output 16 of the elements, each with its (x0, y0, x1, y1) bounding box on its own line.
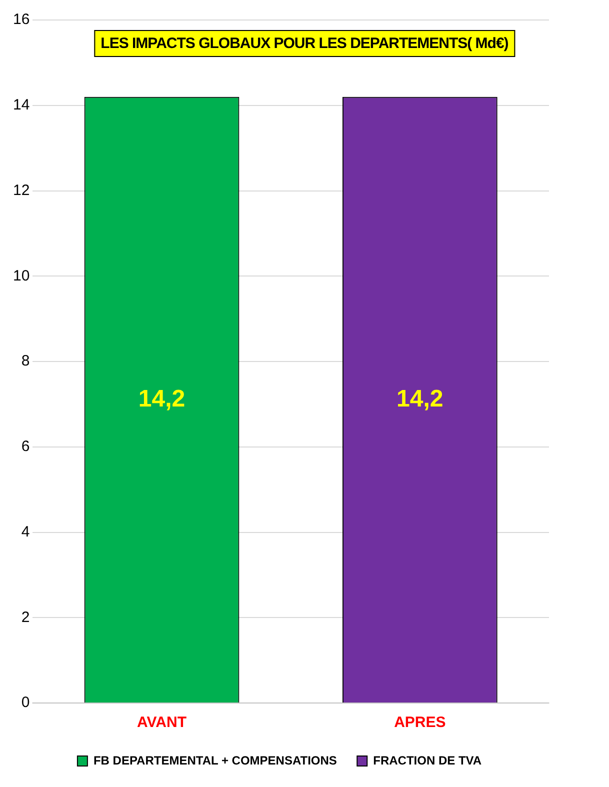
x-tick-label: APRES (394, 714, 446, 732)
y-tick-label: 12 (12, 182, 30, 199)
legend-label: FRACTION DE TVA (373, 753, 482, 768)
y-tick-label: 4 (21, 523, 30, 540)
y-tick-label: 2 (21, 608, 30, 626)
x-tick-label: AVANT (137, 714, 186, 732)
y-tick-label: 16 (12, 11, 30, 28)
y-tick-label: 8 (21, 352, 30, 370)
text: LES IMPACTS GLOBAUX POUR LES DEPARTEMENTS( Md€) (94, 30, 516, 57)
y-tick-label: 14 (12, 96, 30, 114)
data-label: 14,2 (138, 385, 186, 412)
y-tick-label: 6 (21, 438, 30, 456)
data-label: 14,2 (396, 385, 444, 412)
legend-label: FB DEPARTEMENTAL + COMPENSATIONS (93, 753, 337, 768)
y-tick-label: 0 (21, 694, 30, 712)
y-tick-label: 10 (12, 267, 30, 284)
